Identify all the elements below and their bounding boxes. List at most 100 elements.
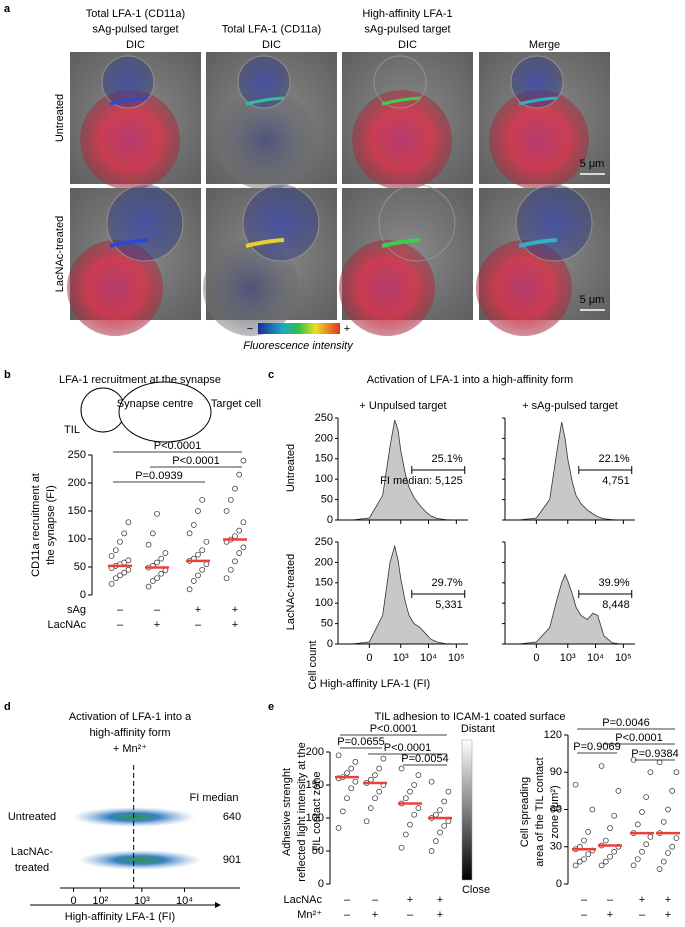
y-tick-label: 100 — [315, 597, 333, 609]
target-cell — [216, 90, 316, 190]
data-point — [339, 808, 346, 815]
data-point — [660, 819, 667, 825]
data-point — [445, 788, 452, 795]
target-cell — [489, 90, 589, 190]
x-tick-label: 10⁵ — [448, 652, 465, 664]
data-point — [190, 578, 197, 584]
synapse — [109, 96, 149, 106]
y-tick-label: 150 — [68, 505, 86, 517]
row-label: Untreated — [285, 444, 297, 492]
column-header: sAg-pulsed target — [364, 23, 450, 35]
data-point — [199, 547, 206, 554]
data-point — [154, 510, 160, 517]
p-value: P=0.0054 — [401, 753, 448, 765]
data-point — [639, 848, 645, 855]
y-axis-label: zone (μm²) — [549, 785, 561, 838]
data-point — [572, 862, 579, 869]
panel-label: b — [4, 369, 11, 381]
row-label: Untreated — [8, 811, 56, 823]
data-point — [195, 508, 201, 514]
x-axis-label: High-affinity LFA-1 (FI) — [65, 911, 175, 923]
synapse — [381, 238, 421, 248]
gate-median: 8,448 — [602, 599, 630, 611]
target-cell — [203, 240, 299, 336]
data-point — [154, 559, 160, 566]
gradient-bottom: Close — [462, 884, 490, 896]
data-point — [112, 547, 119, 554]
data-point — [117, 538, 123, 545]
y-tick-label: 50 — [312, 845, 324, 857]
data-point — [149, 578, 156, 584]
row-label: LacNAc- — [11, 846, 54, 858]
y-tick-label: 150 — [306, 779, 324, 791]
y-tick-label: 200 — [315, 556, 333, 568]
target-cell — [67, 240, 163, 336]
condition-sign: – — [344, 909, 351, 921]
data-point — [585, 851, 592, 858]
condition-sign: + — [232, 604, 238, 616]
data-point — [352, 778, 359, 785]
target-cell — [80, 90, 180, 190]
target-cell — [476, 240, 572, 336]
panel-label: c — [268, 369, 274, 381]
data-point — [437, 829, 443, 836]
y-tick-label: 150 — [315, 577, 333, 589]
diagram-target: Target cell — [211, 398, 261, 410]
data-point — [445, 818, 452, 825]
y-tick-label: 200 — [306, 746, 324, 758]
data-point — [415, 805, 422, 811]
condition-sign: + — [437, 909, 443, 921]
arrow-head — [215, 902, 221, 908]
panel-title: Activation of LFA-1 into a high-affinity… — [367, 374, 573, 386]
data-point — [607, 853, 613, 860]
panel-title: LFA-1 recruitment at the synapse — [59, 374, 221, 386]
condition-sign: – — [117, 604, 124, 616]
y-tick-label: 0 — [327, 514, 333, 526]
y-tick-label: 200 — [315, 432, 333, 444]
x-tick-label: 10⁴ — [420, 652, 437, 664]
p-value: P<0.0001 — [154, 440, 201, 452]
data-point — [227, 496, 234, 503]
condition-sign: + — [607, 909, 613, 921]
density-cloud — [77, 850, 202, 870]
y-tick-label: 60 — [550, 803, 562, 815]
condition-name: Mn²⁺ — [297, 909, 322, 921]
row-label: LacNAc-treated — [285, 554, 297, 630]
condition-sign: + — [665, 894, 671, 906]
y-tick-label: 50 — [321, 494, 333, 506]
histogram — [518, 573, 621, 645]
condition-sign: + — [665, 909, 671, 921]
condition-sign: – — [581, 909, 588, 921]
panel-title: + Mn²⁺ — [113, 743, 147, 755]
y-axis-label: the synapse (FI) — [45, 485, 57, 564]
data-point — [665, 850, 671, 856]
data-point — [236, 527, 243, 534]
column-header: sAg-pulsed target — [92, 23, 178, 35]
condition-sign: + — [195, 604, 201, 616]
data-point — [232, 533, 238, 540]
data-point — [611, 812, 618, 819]
y-axis-label: Cell spreading — [519, 777, 531, 847]
data-point — [125, 566, 132, 573]
data-point — [673, 769, 680, 776]
data-point — [203, 561, 210, 568]
gate-percent: 25.1% — [432, 453, 463, 465]
condition-sign: – — [607, 894, 614, 906]
data-point — [223, 508, 230, 514]
data-point — [145, 541, 152, 548]
til-cell — [237, 55, 291, 109]
data-point — [634, 856, 641, 863]
histogram — [351, 544, 454, 645]
diagram-til: TIL — [64, 424, 80, 436]
data-point — [223, 575, 230, 582]
y-tick-label: 50 — [321, 618, 333, 630]
x-tick-label: 10³ — [560, 652, 576, 664]
x-tick-label: 0 — [533, 652, 539, 664]
y-tick-label: 0 — [318, 878, 324, 890]
y-axis-label: area of the TIL contact — [534, 757, 546, 866]
gate-median: FI median: 5,125 — [380, 475, 463, 487]
condition-name: LacNAc — [283, 894, 322, 906]
p-value: P<0.0001 — [384, 742, 431, 754]
column-header: + sAg-pulsed target — [522, 400, 618, 412]
data-point — [441, 798, 448, 805]
